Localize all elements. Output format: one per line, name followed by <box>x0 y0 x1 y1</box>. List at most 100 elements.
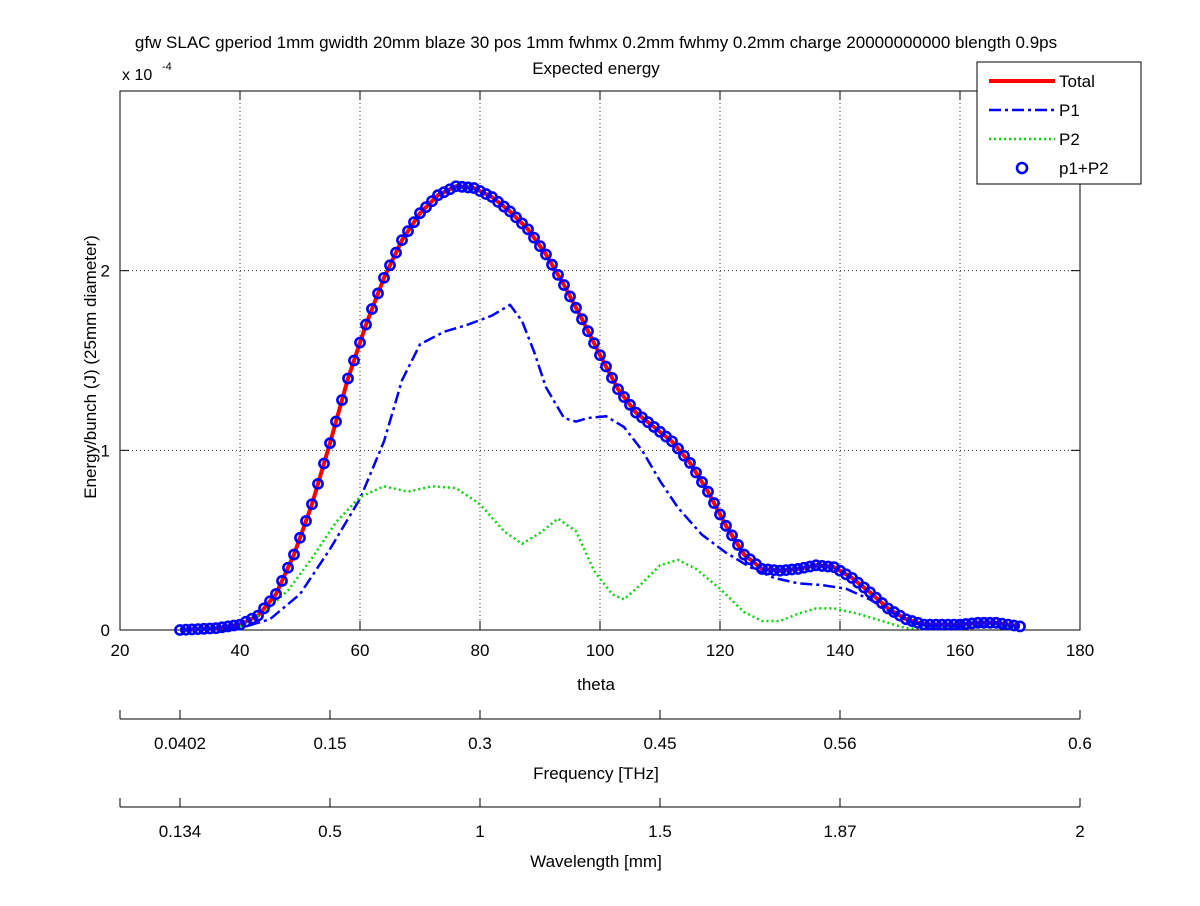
data-point <box>414 207 426 220</box>
data-point <box>258 602 270 615</box>
data-point <box>186 623 198 636</box>
data-point <box>480 188 492 200</box>
axis-tick-label-4: 0.56 <box>823 734 856 753</box>
data-point <box>726 529 738 542</box>
data-point <box>222 620 234 633</box>
data-point <box>618 391 630 403</box>
data-point <box>384 259 396 272</box>
x-tick-label-5: 120 <box>706 641 734 660</box>
data-point <box>918 618 930 631</box>
wavelength-axis-label: Wavelength [mm] <box>530 852 662 871</box>
series-p1-p2 <box>174 180 1026 636</box>
data-point <box>504 205 516 218</box>
axis-tick-label-1: 0.15 <box>313 734 346 753</box>
y-multiplier-label: x 10 <box>122 67 152 84</box>
data-point <box>360 318 372 331</box>
data-point <box>684 457 696 469</box>
y-tick-label-2: 2 <box>101 262 110 281</box>
data-point <box>576 313 588 326</box>
data-point <box>570 301 582 314</box>
data-point <box>774 564 786 577</box>
data-point <box>354 336 366 349</box>
x-tick-label-4: 100 <box>586 641 614 660</box>
data-point <box>708 497 720 509</box>
data-point <box>216 621 228 634</box>
data-point <box>294 531 306 544</box>
data-point <box>930 618 942 631</box>
axis-tick-label-3: 0.45 <box>643 734 676 753</box>
x-tick-label-7: 160 <box>946 641 974 660</box>
axis-tick-label-2: 0.3 <box>468 734 492 753</box>
data-point <box>900 613 912 626</box>
data-point <box>324 437 336 450</box>
series-line <box>179 485 1021 632</box>
chart-subtitle: Expected energy <box>532 59 660 78</box>
data-point <box>366 303 378 315</box>
y-tick-label-1: 1 <box>101 441 110 460</box>
data-point <box>666 435 678 448</box>
data-point <box>792 563 804 575</box>
data-point <box>816 560 828 572</box>
data-point <box>528 231 540 244</box>
data-point <box>276 574 288 587</box>
data-point <box>342 372 354 385</box>
data-point <box>564 290 576 303</box>
data-point <box>516 217 528 230</box>
data-point <box>450 180 462 193</box>
data-point <box>558 279 570 291</box>
data-point <box>702 485 714 498</box>
data-point <box>198 622 210 635</box>
data-point <box>438 186 450 199</box>
data-point <box>234 618 246 631</box>
data-point <box>270 588 282 600</box>
data-point <box>396 234 408 247</box>
data-point <box>540 248 552 261</box>
data-point <box>336 394 348 406</box>
data-point <box>546 258 558 271</box>
data-point <box>720 519 732 532</box>
data-point <box>318 457 330 470</box>
legend-label-2: P2 <box>1059 130 1080 149</box>
data-point <box>780 564 792 577</box>
legend-label-0: Total <box>1059 72 1095 91</box>
legend-label-1: P1 <box>1059 101 1080 120</box>
data-point <box>768 564 780 577</box>
series-p1 <box>179 303 1021 632</box>
data-point <box>228 619 240 632</box>
data-point <box>948 618 960 631</box>
series-p2 <box>179 485 1021 632</box>
legend-marker-3 <box>1015 161 1029 175</box>
data-point <box>330 415 342 428</box>
data-point <box>624 398 636 411</box>
data-point <box>246 612 258 625</box>
data-point <box>942 618 954 631</box>
data-point <box>306 498 318 511</box>
x-tick-label-3: 80 <box>471 641 490 660</box>
data-point <box>210 622 222 635</box>
data-point <box>462 181 474 194</box>
axis-tick-label-5: 2 <box>1075 822 1084 841</box>
data-point <box>510 211 522 224</box>
data-point <box>432 189 444 202</box>
data-point <box>1014 620 1026 633</box>
data-point <box>468 182 480 194</box>
axis-tick-label-5: 0.6 <box>1068 734 1092 753</box>
x-tick-label-0: 20 <box>111 641 130 660</box>
data-point <box>606 371 618 384</box>
data-point <box>690 466 702 479</box>
data-point <box>552 268 564 281</box>
data-point <box>924 618 936 631</box>
data-point <box>978 616 990 629</box>
x-tick-label-8: 180 <box>1066 641 1094 660</box>
data-point <box>786 563 798 576</box>
data-point <box>672 442 684 455</box>
x-axis-label: theta <box>577 675 615 694</box>
legend: Total P1 P2 p1+P2 <box>976 61 1142 185</box>
data-point <box>1002 618 1014 631</box>
chart-title: gfw SLAC gperiod 1mm gwidth 20mm blaze 3… <box>135 33 1057 52</box>
data-point <box>588 337 600 350</box>
data-point <box>582 325 594 338</box>
data-point <box>594 349 606 362</box>
frequency-axis-label: Frequency [THz] <box>533 764 659 783</box>
axis-tick-label-4: 1.87 <box>823 822 856 841</box>
